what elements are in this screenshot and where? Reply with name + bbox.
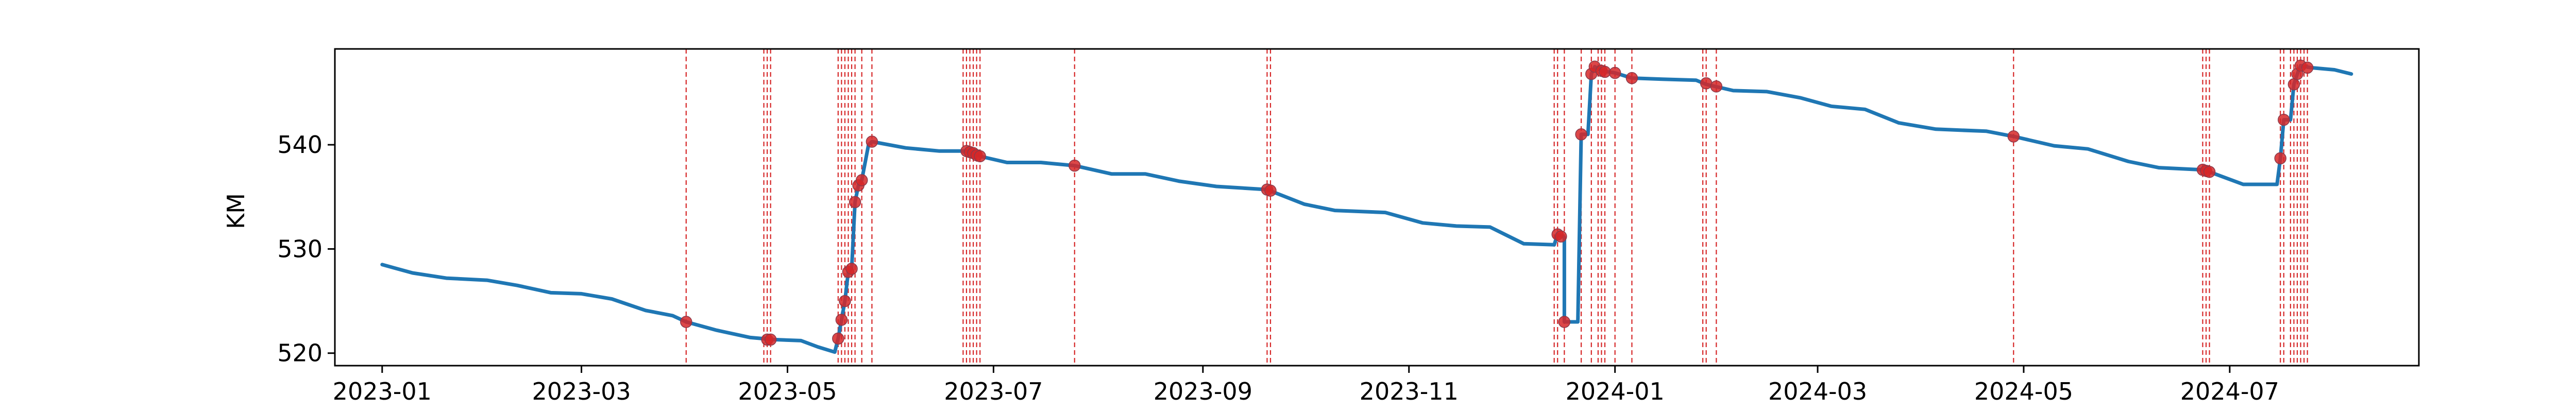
event-marker: [1555, 230, 1567, 243]
x-axis: 2023-01 2023-03 2023-05 2023-07 2023-09 2023-…: [333, 366, 2279, 405]
event-marker: [855, 174, 868, 186]
event-marker: [2278, 113, 2290, 126]
event-marker: [764, 333, 777, 346]
y-tick-label: 520: [277, 339, 323, 367]
data-series: [380, 63, 2353, 354]
event-marker: [832, 332, 844, 345]
event-marker: [835, 314, 848, 326]
y-axis: 520 530 540: [277, 131, 335, 367]
x-tick-label: 2023-01: [333, 377, 432, 405]
event-marker: [680, 316, 692, 328]
event-marker: [1575, 128, 1587, 141]
event-marker: [1625, 72, 1638, 84]
event-marker: [1068, 159, 1081, 172]
event-marker: [1700, 77, 1713, 90]
event-marker: [845, 263, 858, 275]
x-tick-label: 2023-03: [532, 377, 631, 405]
x-tick-label: 2023-09: [1154, 377, 1252, 405]
x-tick-label: 2023-07: [944, 377, 1043, 405]
event-marker: [2007, 130, 2020, 143]
event-marker: [866, 135, 878, 148]
event-marker: [1558, 316, 1571, 328]
series-line: [380, 63, 2353, 354]
event-marker: [1599, 65, 1611, 78]
y-axis-label: KM: [222, 193, 250, 229]
x-tick-label: 2024-01: [1566, 377, 1665, 405]
event-marker: [2203, 165, 2216, 178]
event-marker: [1608, 66, 1621, 79]
x-tick-label: 2024-05: [1974, 377, 2073, 405]
x-tick-label: 2023-11: [1360, 377, 1459, 405]
event-marker: [1264, 184, 1277, 197]
y-tick-label: 540: [277, 131, 323, 159]
event-marker: [849, 196, 861, 209]
y-tick-label: 530: [277, 235, 323, 263]
event-markers: [680, 59, 2314, 346]
event-marker: [2287, 78, 2300, 91]
event-marker: [2274, 152, 2286, 165]
event-marker: [1710, 80, 1723, 93]
event-marker: [974, 150, 986, 163]
x-tick-label: 2024-03: [1768, 377, 1867, 405]
plot-frame: [334, 48, 2420, 367]
x-tick-label: 2024-07: [2180, 377, 2279, 405]
x-tick-label: 2023-05: [738, 377, 837, 405]
event-marker: [2301, 61, 2314, 74]
event-lines: [685, 49, 2308, 366]
event-marker: [839, 295, 851, 307]
